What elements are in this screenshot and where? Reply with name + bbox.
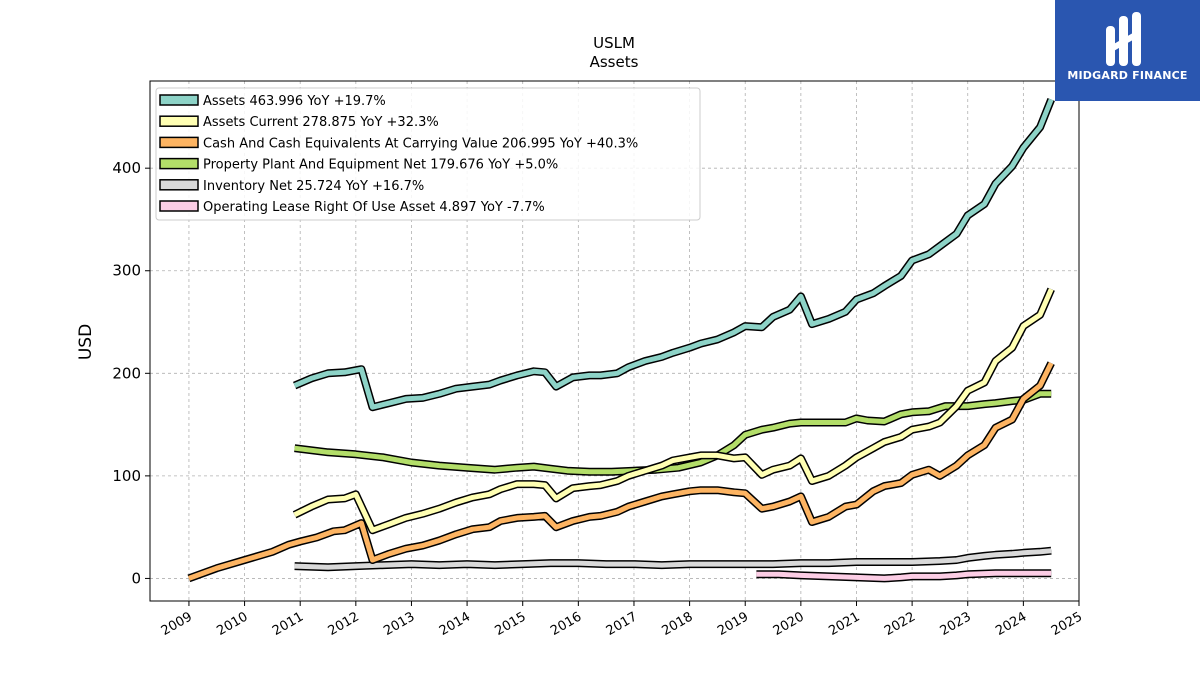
series-line-fill	[188, 361, 1054, 581]
brand-name: MIDGARD FINANCE	[1067, 69, 1188, 82]
x-tick-label: 2014	[437, 609, 473, 639]
legend-swatch	[159, 94, 199, 106]
y-tick-label: 400	[112, 159, 141, 177]
legend-swatch	[159, 200, 199, 212]
brand-logo: MIDGARD FINANCE	[1055, 0, 1200, 101]
legend-box	[155, 87, 701, 221]
series-line-fill	[293, 288, 1054, 533]
y-tick-label: 200	[112, 364, 141, 382]
legend: Assets 463.996 YoY +19.7% Assets Current …	[155, 87, 701, 221]
x-tick-label: 2025	[1049, 609, 1085, 639]
chart-title: USLM	[593, 34, 635, 52]
legend-label: Property Plant And Equipment Net 179.676…	[203, 158, 558, 173]
legend-label: Assets Current 278.875 YoY +32.3%	[203, 115, 439, 130]
plot-frame	[149, 80, 1080, 602]
x-tick-label: 2020	[771, 609, 807, 639]
legend-swatch	[159, 136, 199, 149]
series-line	[293, 98, 1055, 412]
x-tick-label: 2017	[604, 609, 640, 639]
series-line-fill	[756, 570, 1052, 581]
x-tick-label: 2018	[659, 609, 695, 639]
x-tick-label: 2021	[826, 609, 862, 639]
chart-subtitle: Assets	[590, 53, 639, 71]
x-tick-label: 2009	[159, 609, 195, 639]
legend-label: Assets 463.996 YoY +19.7%	[203, 94, 386, 109]
x-tick-label: 2010	[214, 609, 250, 639]
legend-label: Inventory Net 25.724 YoY +16.7%	[203, 179, 424, 194]
y-tick-label: 300	[112, 262, 141, 280]
series-line	[756, 569, 1052, 583]
legend-swatch	[159, 115, 199, 127]
x-tick-label: 2024	[993, 609, 1029, 639]
x-tick-label: 2015	[493, 609, 529, 639]
legend-swatch	[159, 179, 199, 191]
x-tick-label: 2022	[882, 609, 918, 639]
series-line	[187, 361, 1055, 583]
y-tick-label: 100	[112, 467, 141, 485]
y-axis-label: USD	[76, 324, 96, 360]
x-tick-label: 2013	[381, 609, 417, 639]
y-tick-label: 0	[131, 569, 141, 587]
x-tick-label: 2011	[270, 609, 306, 639]
x-tick-label: 2019	[715, 609, 751, 639]
series-line	[292, 287, 1055, 535]
x-tick-label: 2023	[938, 609, 974, 639]
series-line-fill	[293, 98, 1054, 410]
legend-label: Cash And Cash Equivalents At Carrying Va…	[203, 136, 638, 151]
brand-mark-icon	[1106, 12, 1141, 66]
legend-label: Operating Lease Right Of Use Asset 4.897…	[203, 200, 545, 215]
x-tick-label: 2012	[326, 609, 362, 639]
series-line-fill	[294, 548, 1052, 570]
legend-swatch	[159, 157, 199, 170]
series-layer	[187, 98, 1055, 583]
x-tick-label: 2016	[548, 609, 584, 639]
series-line	[294, 546, 1052, 572]
